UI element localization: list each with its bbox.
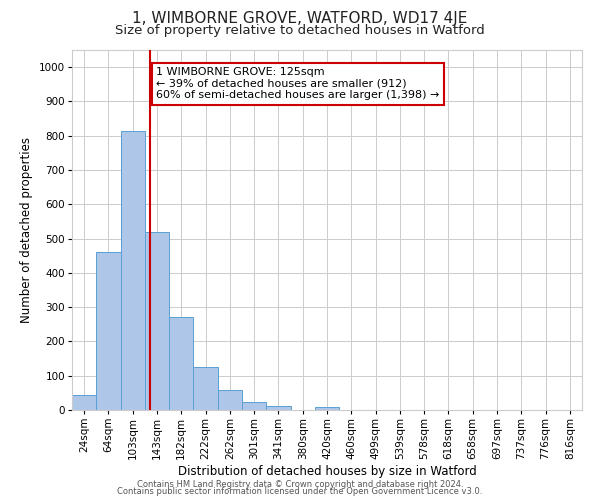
Bar [96,252,121,410]
Text: 1, WIMBORNE GROVE, WATFORD, WD17 4JE: 1, WIMBORNE GROVE, WATFORD, WD17 4JE [133,11,467,26]
Y-axis label: Number of detached properties: Number of detached properties [20,137,34,323]
Text: Contains HM Land Registry data © Crown copyright and database right 2024.: Contains HM Land Registry data © Crown c… [137,480,463,489]
Bar [145,232,169,410]
Text: Contains public sector information licensed under the Open Government Licence v3: Contains public sector information licen… [118,488,482,496]
Bar [266,406,290,410]
Text: Size of property relative to detached houses in Watford: Size of property relative to detached ho… [115,24,485,37]
X-axis label: Distribution of detached houses by size in Watford: Distribution of detached houses by size … [178,464,476,477]
Text: 1 WIMBORNE GROVE: 125sqm
← 39% of detached houses are smaller (912)
60% of semi-: 1 WIMBORNE GROVE: 125sqm ← 39% of detach… [156,67,440,100]
Bar [193,367,218,410]
Bar [242,402,266,410]
Bar [218,390,242,410]
Bar [121,130,145,410]
Bar [169,318,193,410]
Bar [315,408,339,410]
Bar [72,395,96,410]
